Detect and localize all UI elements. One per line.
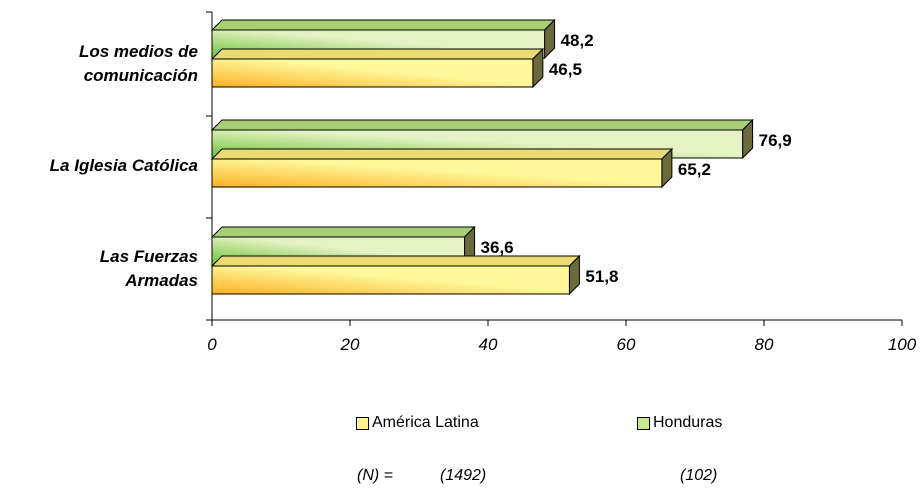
bar-front-face <box>211 58 534 88</box>
bar-chart: 48,2 46,5 76,9 65,2 36,6 51,8 0 20 40 60 80 100 Lo… <box>50 11 917 354</box>
sample-size-note: (N) = (1492) (102) <box>0 467 923 491</box>
data-label: 76,9 <box>759 131 792 150</box>
category-label: Los medios de comunicación <box>79 42 198 85</box>
x-tick-label: 80 <box>755 335 774 354</box>
bar-front-face <box>211 265 570 295</box>
x-tick-label: 20 <box>340 335 360 354</box>
legend-label: América Latina <box>372 414 479 431</box>
bar-america-latina <box>210 47 545 89</box>
bar-front-face <box>211 158 663 188</box>
bar-america-latina <box>210 147 674 189</box>
legend-swatch-honduras <box>637 416 650 430</box>
legend-item-honduras: Honduras <box>637 414 722 432</box>
legend: América Latina Honduras <box>0 414 923 438</box>
legend-label: Honduras <box>653 414 723 431</box>
data-label: 65,2 <box>678 160 711 179</box>
category-label: Las Fuerzas Armadas <box>100 247 198 290</box>
bar-top-face <box>210 48 545 60</box>
n-value-honduras: (102) <box>680 467 718 484</box>
x-tick-label: 0 <box>207 335 217 354</box>
bar-top-face <box>210 255 581 267</box>
bar-top-face <box>210 19 556 31</box>
x-tick-label: 40 <box>479 335 498 354</box>
x-tick-label: 60 <box>617 335 636 354</box>
category-label: La Iglesia Católica <box>50 156 198 175</box>
data-label: 48,2 <box>561 31 594 50</box>
bar-top-face <box>210 119 754 131</box>
bar-america-latina <box>210 254 581 296</box>
n-value-america-latina: (1492) <box>440 467 487 484</box>
data-label: 36,6 <box>481 238 514 257</box>
bar-top-face <box>210 226 476 238</box>
data-label: 51,8 <box>585 267 618 286</box>
n-label: (N) = <box>357 467 393 484</box>
x-tick-label: 100 <box>888 335 917 354</box>
legend-item-america-latina: América Latina <box>356 414 479 432</box>
legend-swatch-america-latina <box>356 416 369 430</box>
bar-top-face <box>210 148 674 160</box>
data-label: 46,5 <box>549 60 582 79</box>
